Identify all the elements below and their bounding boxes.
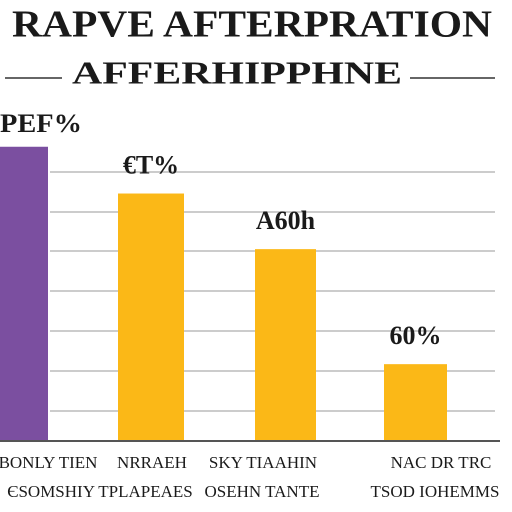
bar bbox=[118, 193, 184, 440]
category-label: TSOD IOHEMMS bbox=[371, 482, 500, 501]
y-axis-label: PEF% bbox=[0, 109, 82, 138]
category-label: SKY TIAAHIN bbox=[209, 453, 317, 472]
subtitle: AFFERHIPPHNE bbox=[72, 54, 402, 90]
category-label: ЄSOMSHIY TPLAPEAES bbox=[7, 482, 193, 501]
bar bbox=[0, 146, 48, 440]
category-label: NAC DR TRC bbox=[391, 453, 492, 472]
category-label: NRRAEH bbox=[117, 453, 187, 472]
bar bbox=[384, 364, 447, 440]
bar bbox=[255, 249, 316, 440]
chart-title: RAPVE AFTERPRATION bbox=[12, 4, 492, 46]
category-label: BONLY TIEN bbox=[0, 453, 97, 472]
value-label: A60h bbox=[256, 206, 316, 235]
value-label: €T% bbox=[123, 150, 179, 179]
category-label: OSEHN TANTE bbox=[205, 482, 320, 501]
value-label: 60% bbox=[390, 321, 442, 350]
